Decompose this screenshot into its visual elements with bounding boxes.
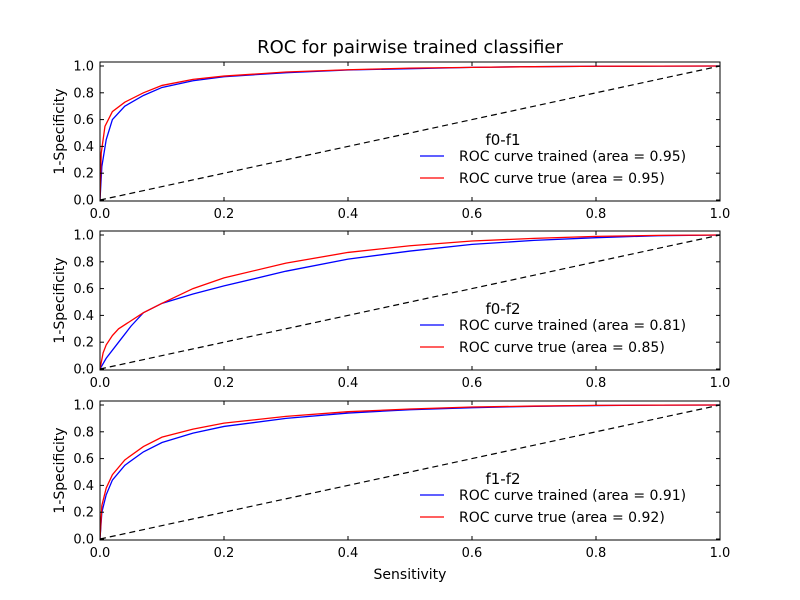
x-axis-label: Sensitivity	[374, 567, 447, 583]
legend-entry-label: ROC curve true (area = 0.85)	[459, 340, 665, 356]
axes-frame	[99, 400, 721, 541]
legend-entry-label: ROC curve trained (area = 0.91)	[459, 488, 686, 504]
legend-title: f0-f1	[485, 131, 520, 149]
x-tick-label: 0.2	[214, 376, 235, 391]
roc-series-1-line	[100, 65, 720, 201]
x-tick-label: 0.4	[338, 546, 359, 561]
roc-series-1-line	[100, 234, 720, 370]
plot-area	[100, 65, 720, 201]
figure-title: ROC for pairwise trained classifier	[257, 37, 563, 58]
x-tick-label: 0.6	[462, 546, 483, 561]
axes-frame	[99, 230, 721, 371]
x-tick-label: 1.0	[710, 546, 731, 561]
y-tick-label: 0.2	[73, 167, 94, 182]
legend-entry-label: ROC curve true (area = 0.92)	[459, 510, 665, 526]
x-tick-label: 0.0	[90, 376, 111, 391]
y-tick-label: 0.2	[73, 506, 94, 521]
chance-diagonal-line	[100, 404, 720, 540]
chance-diagonal-line	[100, 65, 720, 201]
subplot-f1-f2: 0.0 0.2 0.4 0.6 0.8 1.0 0.0 0.2 0.4 0.6 0.8 1.0 1-Sp…	[52, 399, 730, 562]
legend-entry-label: ROC curve trained (area = 0.95)	[459, 149, 686, 165]
roc-series-1-line	[100, 404, 720, 540]
y-tick-label: 0.6	[73, 452, 94, 467]
x-tick-label: 0.6	[462, 207, 483, 222]
y-tick-label: 0.4	[73, 309, 94, 324]
y-axis-label: 1-Specificity	[52, 427, 68, 513]
y-tick-label: 0.6	[73, 282, 94, 297]
y-tick-label: 0.0	[73, 363, 94, 378]
y-tick-label: 0.0	[73, 194, 94, 209]
x-tick-label: 0.8	[586, 207, 607, 222]
y-tick-label: 1.0	[73, 229, 94, 244]
legend-entry-label: ROC curve true (area = 0.95)	[459, 171, 665, 187]
legend-title: f0-f2	[485, 300, 520, 318]
x-tick-label: 1.0	[710, 376, 731, 391]
y-axis-label: 1-Specificity	[52, 257, 68, 343]
x-tick-label: 0.6	[462, 376, 483, 391]
y-tick-label: 1.0	[73, 399, 94, 414]
y-tick-label: 0.4	[73, 140, 94, 155]
y-tick-label: 0.6	[73, 113, 94, 128]
chance-diagonal-line	[100, 234, 720, 370]
x-tick-label: 0.4	[338, 376, 359, 391]
subplot-f0-f1: 0.0 0.2 0.4 0.6 0.8 1.0 0.0 0.2 0.4 0.6 0.8 1.0 1-Sp…	[52, 60, 730, 223]
y-tick-label: 0.2	[73, 336, 94, 351]
x-tick-label: 0.0	[90, 546, 111, 561]
y-tick-label: 0.4	[73, 479, 94, 494]
y-tick-label: 0.8	[73, 425, 94, 440]
x-tick-label: 0.8	[586, 376, 607, 391]
x-tick-label: 0.8	[586, 546, 607, 561]
x-tick-label: 0.0	[90, 207, 111, 222]
legend-title: f1-f2	[485, 470, 520, 488]
roc-series-0-line	[100, 234, 720, 370]
y-tick-label: 0.8	[73, 255, 94, 270]
x-tick-label: 1.0	[710, 207, 731, 222]
y-tick-label: 0.8	[73, 86, 94, 101]
y-axis-label: 1-Specificity	[52, 88, 68, 174]
x-tick-label: 0.4	[338, 207, 359, 222]
x-tick-label: 0.2	[214, 546, 235, 561]
axes-frame	[99, 61, 721, 202]
subplot-f0-f2: 0.0 0.2 0.4 0.6 0.8 1.0 0.0 0.2 0.4 0.6 0.8 1.0 1-Sp…	[52, 229, 730, 392]
legend-entry-label: ROC curve trained (area = 0.81)	[459, 318, 686, 334]
y-tick-label: 0.0	[73, 533, 94, 548]
x-tick-label: 0.2	[214, 207, 235, 222]
subplots: 0.0 0.2 0.4 0.6 0.8 1.0 0.0 0.2 0.4 0.6 0.8 1.0 1-Sp…	[52, 60, 730, 562]
plot-area	[100, 404, 720, 540]
y-tick-label: 1.0	[73, 60, 94, 75]
plot-area	[100, 234, 720, 370]
